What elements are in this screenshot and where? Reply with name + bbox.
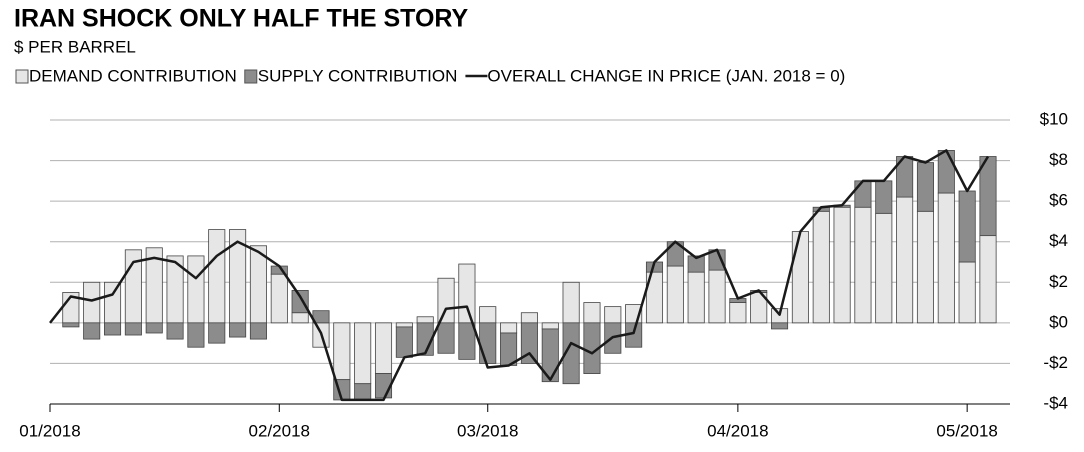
chart-title: IRAN SHOCK ONLY HALF THE STORY <box>14 5 469 33</box>
x-tick-label: 02/2018 <box>249 421 310 440</box>
chart-subtitle: $ PER BARREL <box>14 37 136 56</box>
bar <box>854 180 872 208</box>
x-tick-label: 04/2018 <box>707 421 768 440</box>
bar <box>520 312 538 324</box>
legend-label: SUPPLY CONTRIBUTION <box>258 66 458 85</box>
bar <box>666 265 684 324</box>
bar <box>395 326 413 358</box>
bar <box>771 322 789 330</box>
bar <box>958 261 976 324</box>
bar <box>270 273 288 324</box>
bar <box>729 302 747 324</box>
bar <box>458 263 476 324</box>
bar <box>229 322 247 338</box>
bar <box>124 322 142 336</box>
legend-swatch <box>15 69 29 84</box>
bar <box>875 180 893 214</box>
bar <box>916 210 934 324</box>
y-tick-label: $2 <box>1049 272 1068 291</box>
bar <box>187 255 205 324</box>
y-tick-label: $6 <box>1049 191 1068 210</box>
bar <box>166 322 184 340</box>
y-tick-label: $8 <box>1049 150 1068 169</box>
bar <box>979 156 997 237</box>
bar <box>208 229 226 324</box>
bar <box>395 322 413 328</box>
bar <box>979 235 997 324</box>
legend-swatch <box>244 69 258 84</box>
bar <box>354 383 372 401</box>
bar <box>437 322 455 354</box>
bar <box>958 190 976 263</box>
bar <box>83 281 101 324</box>
bar <box>562 322 580 385</box>
bar <box>687 271 705 324</box>
bar <box>604 306 622 324</box>
x-tick-label: 03/2018 <box>457 421 518 440</box>
bar <box>104 322 122 336</box>
bar <box>708 269 726 324</box>
legend-label: OVERALL CHANGE IN PRICE (JAN. 2018 = 0) <box>487 66 845 85</box>
legend-label: DEMAND CONTRIBUTION <box>29 66 237 85</box>
bar <box>687 255 705 273</box>
bar <box>500 322 518 334</box>
bar <box>145 322 163 334</box>
bar <box>458 322 476 360</box>
bar <box>541 328 559 383</box>
bar <box>854 206 872 324</box>
bar <box>583 302 601 324</box>
bar <box>416 316 434 324</box>
bar <box>249 322 267 340</box>
bar <box>479 306 497 324</box>
bar <box>500 332 518 366</box>
bar <box>812 210 830 324</box>
bar <box>62 322 80 328</box>
bar <box>291 312 309 324</box>
bar <box>520 322 538 364</box>
bar <box>916 162 934 212</box>
y-tick-label: -$4 <box>1043 393 1068 412</box>
y-tick-label: -$2 <box>1043 353 1068 372</box>
bar <box>354 322 372 385</box>
bar <box>479 322 497 364</box>
bar <box>791 231 809 324</box>
bar <box>875 212 893 324</box>
bar <box>937 150 955 194</box>
bar <box>83 322 101 340</box>
bar <box>104 281 122 324</box>
bar <box>541 322 559 330</box>
x-tick-label: 01/2018 <box>19 421 80 440</box>
bar <box>333 322 351 381</box>
bar <box>833 206 851 324</box>
bar <box>374 322 393 374</box>
bar <box>437 277 455 324</box>
bar <box>208 322 226 344</box>
y-tick-label: $10 <box>1040 109 1068 128</box>
bar <box>896 196 914 324</box>
bar <box>562 281 580 324</box>
x-tick-label: 05/2018 <box>936 421 997 440</box>
price-line <box>49 149 990 402</box>
bar <box>291 289 309 314</box>
y-tick-label: $4 <box>1049 231 1068 250</box>
bar <box>249 245 267 324</box>
bar <box>937 192 955 324</box>
bar <box>187 322 205 348</box>
y-tick-label: $0 <box>1049 312 1068 331</box>
